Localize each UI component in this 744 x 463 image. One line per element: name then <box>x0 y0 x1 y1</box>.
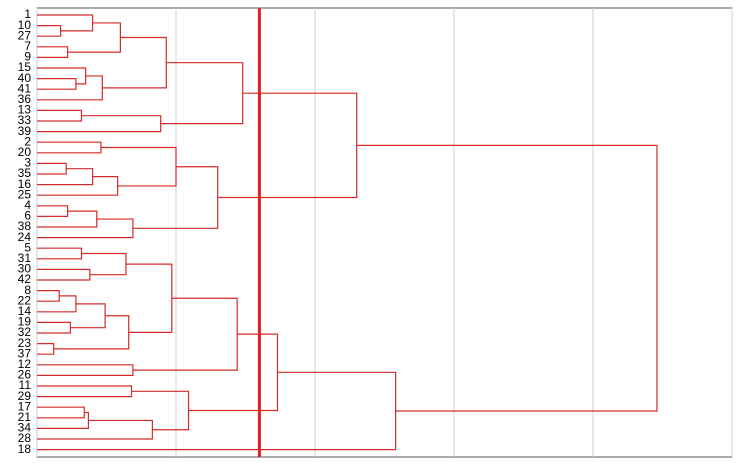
leaf-label: 42 <box>18 272 32 286</box>
leaf-label: 36 <box>18 92 32 106</box>
leaf-label: 24 <box>18 230 32 244</box>
leaf-label: 23 <box>18 336 32 350</box>
leaf-label: 21 <box>18 410 32 424</box>
leaf-label: 6 <box>24 209 31 223</box>
leaf-label: 19 <box>18 315 32 329</box>
leaf-label: 25 <box>18 187 32 201</box>
leaf-label: 32 <box>18 325 32 339</box>
leaf-label: 27 <box>18 28 32 42</box>
leaf-label: 28 <box>18 431 32 445</box>
leaf-label: 15 <box>18 60 32 74</box>
leaf-label: 13 <box>18 103 32 117</box>
leaf-label: 2 <box>24 134 31 148</box>
leaf-label: 4 <box>24 198 31 212</box>
leaf-label: 26 <box>18 368 32 382</box>
leaf-label: 40 <box>18 71 32 85</box>
plot-frame <box>36 7 733 458</box>
leaf-label: 37 <box>18 346 32 360</box>
leaf-label: 5 <box>24 240 31 254</box>
leaf-label: 34 <box>18 421 32 435</box>
leaf-label: 41 <box>18 81 32 95</box>
leaf-label: 8 <box>24 283 31 297</box>
dendrogram-link <box>356 144 658 412</box>
leaf-label: 3 <box>24 156 31 170</box>
leaf-label: 7 <box>24 39 31 53</box>
leaf-label: 1 <box>24 7 31 21</box>
leaf-label: 9 <box>24 50 31 64</box>
leaf-label: 14 <box>18 304 32 318</box>
leaf-label: 30 <box>18 262 32 276</box>
leaf-label: 17 <box>18 399 32 413</box>
leaf-label: 18 <box>18 442 32 456</box>
leaf-label: 38 <box>18 219 32 233</box>
leaf-label: 35 <box>18 166 32 180</box>
leaf-label: 16 <box>18 177 32 191</box>
leaf-label: 31 <box>18 251 32 265</box>
leaf-label: 39 <box>18 124 32 138</box>
leaf-label: 11 <box>19 378 32 392</box>
leaf-label: 33 <box>18 113 32 127</box>
leaf-label: 20 <box>18 145 32 159</box>
leaf-label: 10 <box>18 18 32 32</box>
leaf-label: 22 <box>18 293 32 307</box>
leaf-label: 12 <box>18 357 32 371</box>
leaf-label: 29 <box>18 389 32 403</box>
